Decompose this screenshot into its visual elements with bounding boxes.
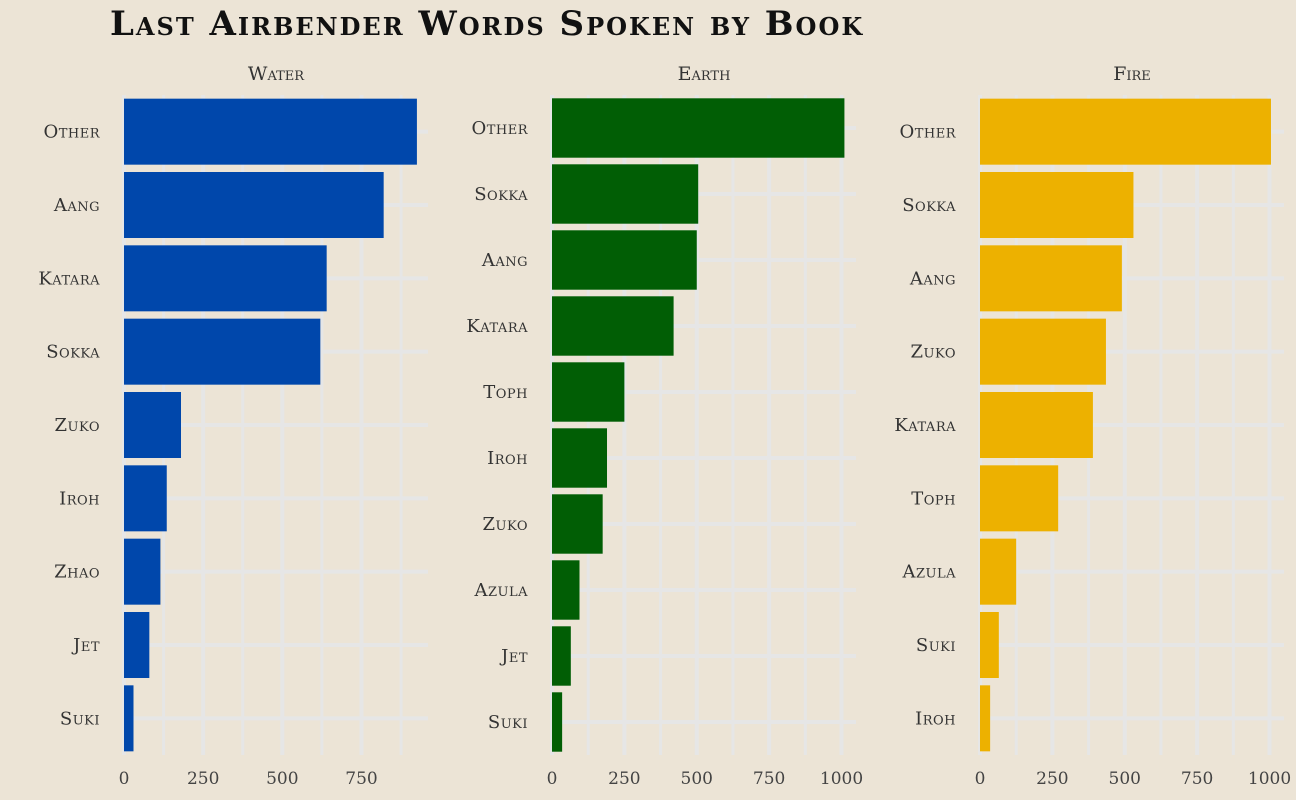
facet-fire: Fire Other Sokka Aang Zuko Katara Toph Azula Suk…: [894, 63, 1291, 789]
x-tick-label: 1000: [1248, 769, 1291, 789]
bar-suki: [980, 612, 999, 678]
x-tick-label: 750: [753, 769, 785, 789]
category-label: Azula: [901, 562, 956, 583]
x-tick-label: 0: [119, 769, 130, 789]
bar-aang: [124, 172, 384, 238]
panel-title: Fire: [1113, 63, 1151, 85]
category-label: Sokka: [902, 195, 956, 216]
category-label: Zuko: [911, 342, 956, 363]
x-tick-label: 250: [1036, 769, 1068, 789]
category-label: Other: [471, 118, 528, 139]
x-tick-label: 0: [547, 769, 558, 789]
category-label: Toph: [483, 382, 528, 403]
category-label: Suki: [60, 708, 100, 729]
x-tick-label: 250: [608, 769, 640, 789]
category-label: Jet: [499, 646, 528, 667]
category-label: Katara: [894, 415, 956, 436]
bar-aang: [552, 230, 697, 290]
category-label: Zuko: [55, 415, 100, 436]
category-label: Iroh: [59, 488, 100, 509]
bar-sokka: [980, 172, 1134, 238]
category-label: Toph: [911, 488, 956, 509]
bar-aang: [980, 245, 1122, 312]
bar-sokka: [552, 164, 699, 224]
bar-zuko: [124, 392, 181, 458]
x-tick-label: 750: [1181, 769, 1213, 789]
bar-katara: [980, 392, 1093, 458]
facet-water: Water Other Aang Katara Sokka Zuko Iroh Zhao Jet…: [38, 63, 428, 789]
x-tick-label: 500: [266, 769, 298, 789]
panel-title: Earth: [678, 63, 731, 85]
facet-earth: Earth Other Sokka Aang Katara Toph Iroh Zuko Azu…: [466, 63, 863, 789]
category-label: Suki: [488, 712, 528, 733]
category-label: Zhao: [54, 562, 100, 583]
category-label: Jet: [71, 635, 100, 656]
bar-iroh: [552, 428, 608, 488]
bar-zuko: [980, 318, 1106, 385]
x-tick-label: 750: [345, 769, 377, 789]
x-tick-label: 500: [681, 769, 713, 789]
category-label: Azula: [473, 580, 528, 601]
bar-azula: [980, 538, 1017, 605]
bar-other: [124, 98, 417, 165]
bar-suki: [552, 692, 563, 752]
x-tick-label: 250: [187, 769, 219, 789]
bar-toph: [980, 465, 1059, 532]
chart-title: Last Airbender Words Spoken by Book: [110, 4, 865, 44]
bar-jet: [124, 612, 150, 678]
category-label: Iroh: [915, 708, 956, 729]
bar-other: [980, 98, 1271, 165]
bar-jet: [552, 626, 571, 686]
bar-zhao: [124, 538, 161, 605]
category-label: Aang: [481, 250, 528, 271]
bar-azula: [552, 560, 580, 620]
panel-title: Water: [248, 63, 305, 85]
x-tick-label: 0: [975, 769, 986, 789]
bar-katara: [124, 245, 327, 312]
bar-sokka: [124, 318, 321, 385]
category-label: Aang: [53, 195, 100, 216]
category-label: Suki: [916, 635, 956, 656]
x-tick-label: 1000: [820, 769, 863, 789]
category-label: Other: [43, 122, 100, 143]
bar-toph: [552, 362, 625, 422]
category-label: Sokka: [474, 184, 528, 205]
category-label: Katara: [466, 316, 528, 337]
x-tick-label: 500: [1109, 769, 1141, 789]
bar-katara: [552, 296, 674, 356]
category-label: Aang: [909, 268, 956, 289]
category-label: Zuko: [483, 514, 528, 535]
bar-suki: [124, 685, 134, 752]
category-label: Katara: [38, 268, 100, 289]
category-label: Sokka: [46, 342, 100, 363]
bar-iroh: [980, 685, 991, 752]
category-label: Other: [899, 122, 956, 143]
bar-iroh: [124, 465, 167, 532]
category-label: Iroh: [487, 448, 528, 469]
bar-zuko: [552, 494, 603, 554]
bar-other: [552, 98, 845, 158]
